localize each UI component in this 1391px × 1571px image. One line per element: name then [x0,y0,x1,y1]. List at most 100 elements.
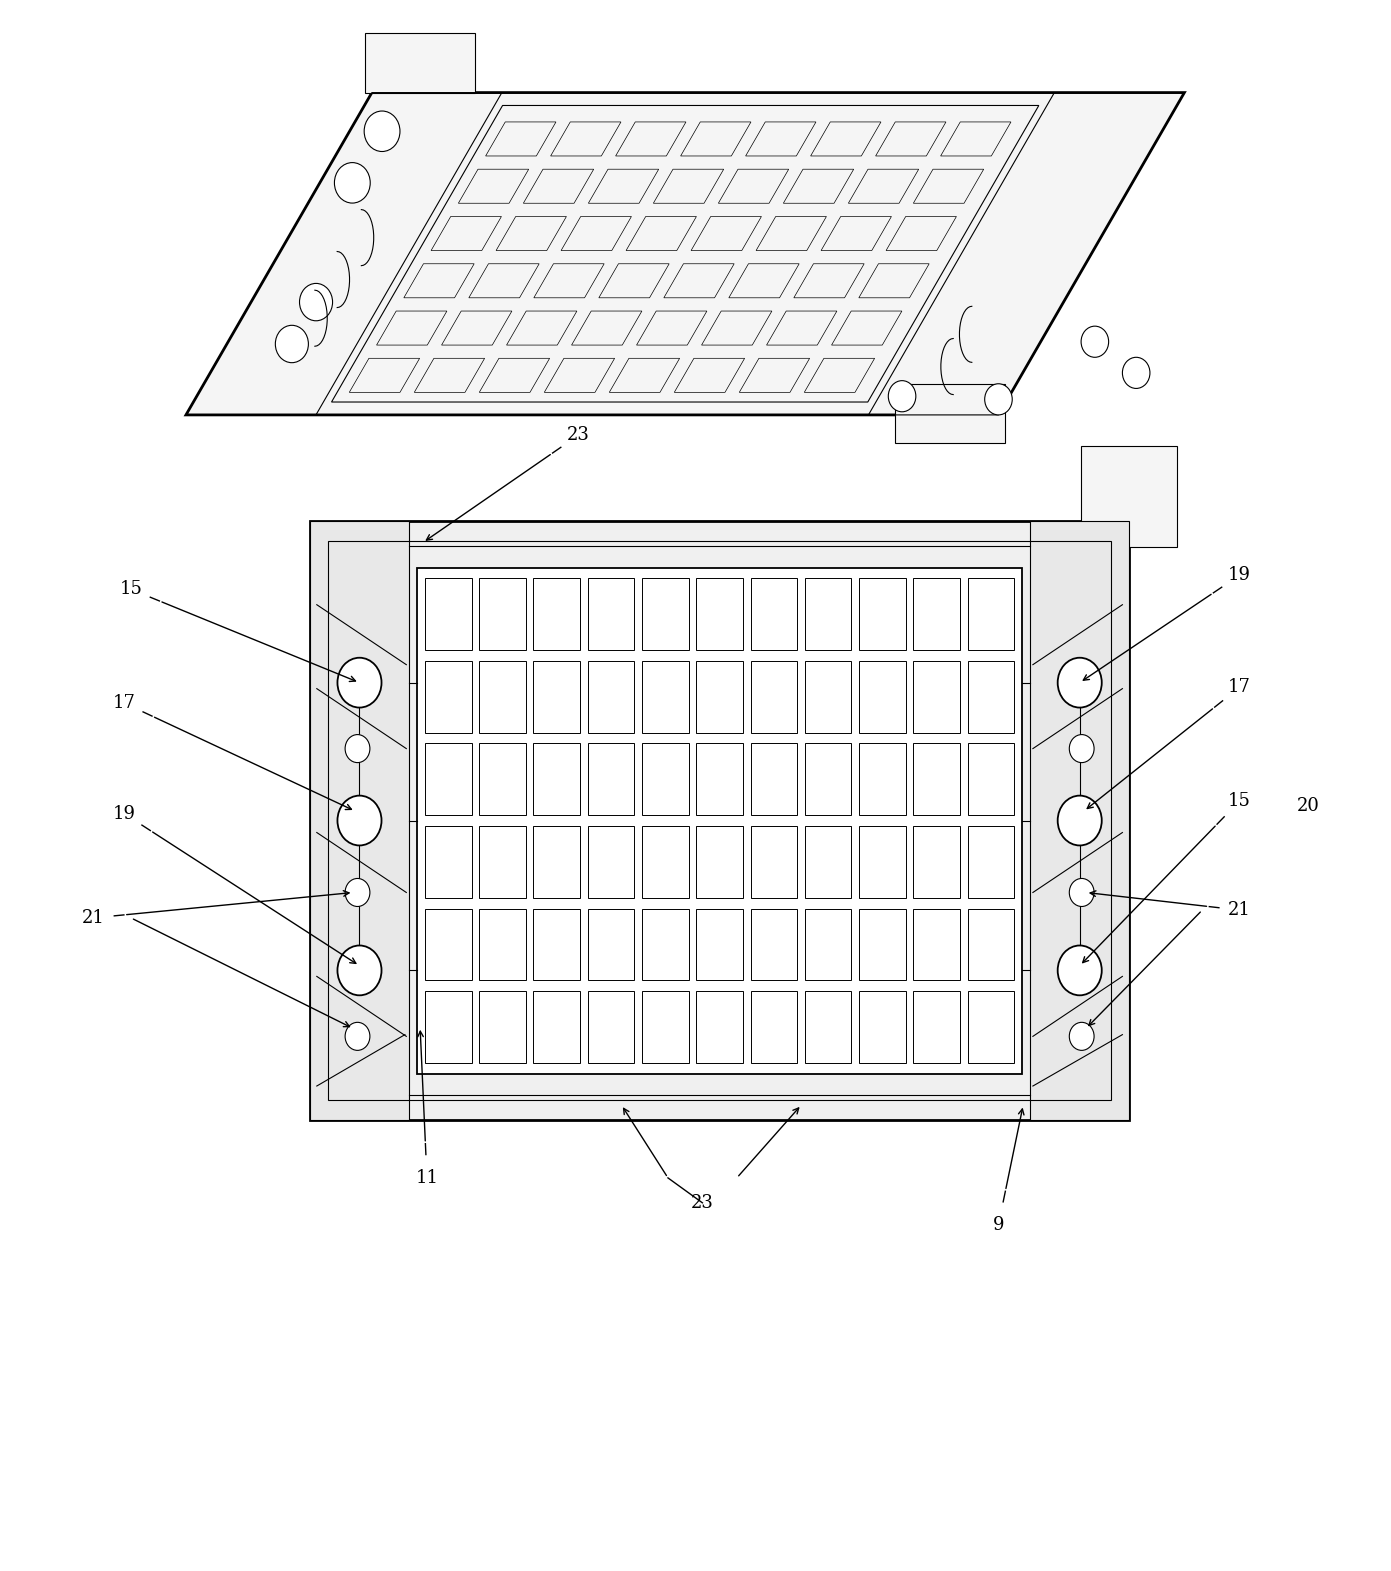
Bar [697,991,743,1062]
Bar [479,908,526,980]
Bar [310,522,1129,1120]
Text: 19: 19 [1228,566,1251,584]
Circle shape [338,658,381,707]
Bar [860,743,906,815]
Bar [424,743,472,815]
Bar [697,743,743,815]
Circle shape [1070,878,1095,906]
Bar [424,661,472,732]
Text: 23: 23 [691,1194,714,1211]
Bar [751,743,797,815]
Bar [805,743,851,815]
Text: 11: 11 [416,1169,438,1188]
Text: 23: 23 [568,426,590,445]
Bar [310,522,409,1120]
Circle shape [1057,658,1102,707]
Bar [588,578,634,650]
Bar [805,661,851,732]
Bar [697,661,743,732]
Bar [533,661,580,732]
Bar [860,908,906,980]
Bar [751,661,797,732]
Text: 19: 19 [113,804,135,823]
Text: 21: 21 [1228,902,1251,919]
Bar [914,661,960,732]
Bar [914,908,960,980]
Text: 17: 17 [1228,679,1251,696]
Bar [968,991,1014,1062]
Bar [588,661,634,732]
Circle shape [345,735,370,762]
Bar [1031,522,1129,1120]
Text: 9: 9 [993,1216,1004,1233]
Circle shape [1057,795,1102,845]
Circle shape [985,383,1013,415]
Text: 20: 20 [1296,796,1320,815]
Bar [860,826,906,897]
Circle shape [1070,1023,1095,1051]
Bar [533,826,580,897]
Bar [328,540,1111,1100]
Bar [643,908,689,980]
Bar [479,578,526,650]
Bar [751,991,797,1062]
Bar [588,908,634,980]
Polygon shape [364,33,476,93]
Bar [751,578,797,650]
Bar [805,908,851,980]
Bar [533,743,580,815]
Text: 15: 15 [1228,792,1251,811]
Bar [643,826,689,897]
Polygon shape [896,383,1006,443]
Bar [860,661,906,732]
Bar [914,826,960,897]
Bar [424,908,472,980]
Circle shape [889,380,915,412]
Bar [968,743,1014,815]
Bar [697,908,743,980]
Bar [968,661,1014,732]
Bar [643,743,689,815]
Bar [643,661,689,732]
Circle shape [338,795,381,845]
Circle shape [345,878,370,906]
Bar [697,578,743,650]
Bar [914,991,960,1062]
Circle shape [345,1023,370,1051]
Bar [479,743,526,815]
Bar [860,991,906,1062]
Circle shape [364,112,401,151]
Bar [588,991,634,1062]
Bar [424,578,472,650]
Bar [968,826,1014,897]
Circle shape [299,283,332,320]
Circle shape [334,162,370,203]
Polygon shape [1081,446,1178,547]
Bar [643,991,689,1062]
Bar [424,991,472,1062]
Bar [805,578,851,650]
Text: 15: 15 [120,580,142,599]
Circle shape [1081,327,1109,357]
Circle shape [1057,946,1102,996]
Bar [533,991,580,1062]
Circle shape [275,325,309,363]
Circle shape [1070,735,1095,762]
Bar [479,661,526,732]
Bar [479,826,526,897]
Bar [424,826,472,897]
Bar [860,578,906,650]
Bar [914,743,960,815]
Bar [588,743,634,815]
Bar [533,908,580,980]
Text: 17: 17 [113,694,135,712]
Bar [968,908,1014,980]
Bar [805,826,851,897]
Bar [643,578,689,650]
Bar [417,567,1022,1073]
Bar [751,908,797,980]
Bar [697,826,743,897]
Bar [914,578,960,650]
Bar [533,578,580,650]
Circle shape [1123,357,1150,388]
